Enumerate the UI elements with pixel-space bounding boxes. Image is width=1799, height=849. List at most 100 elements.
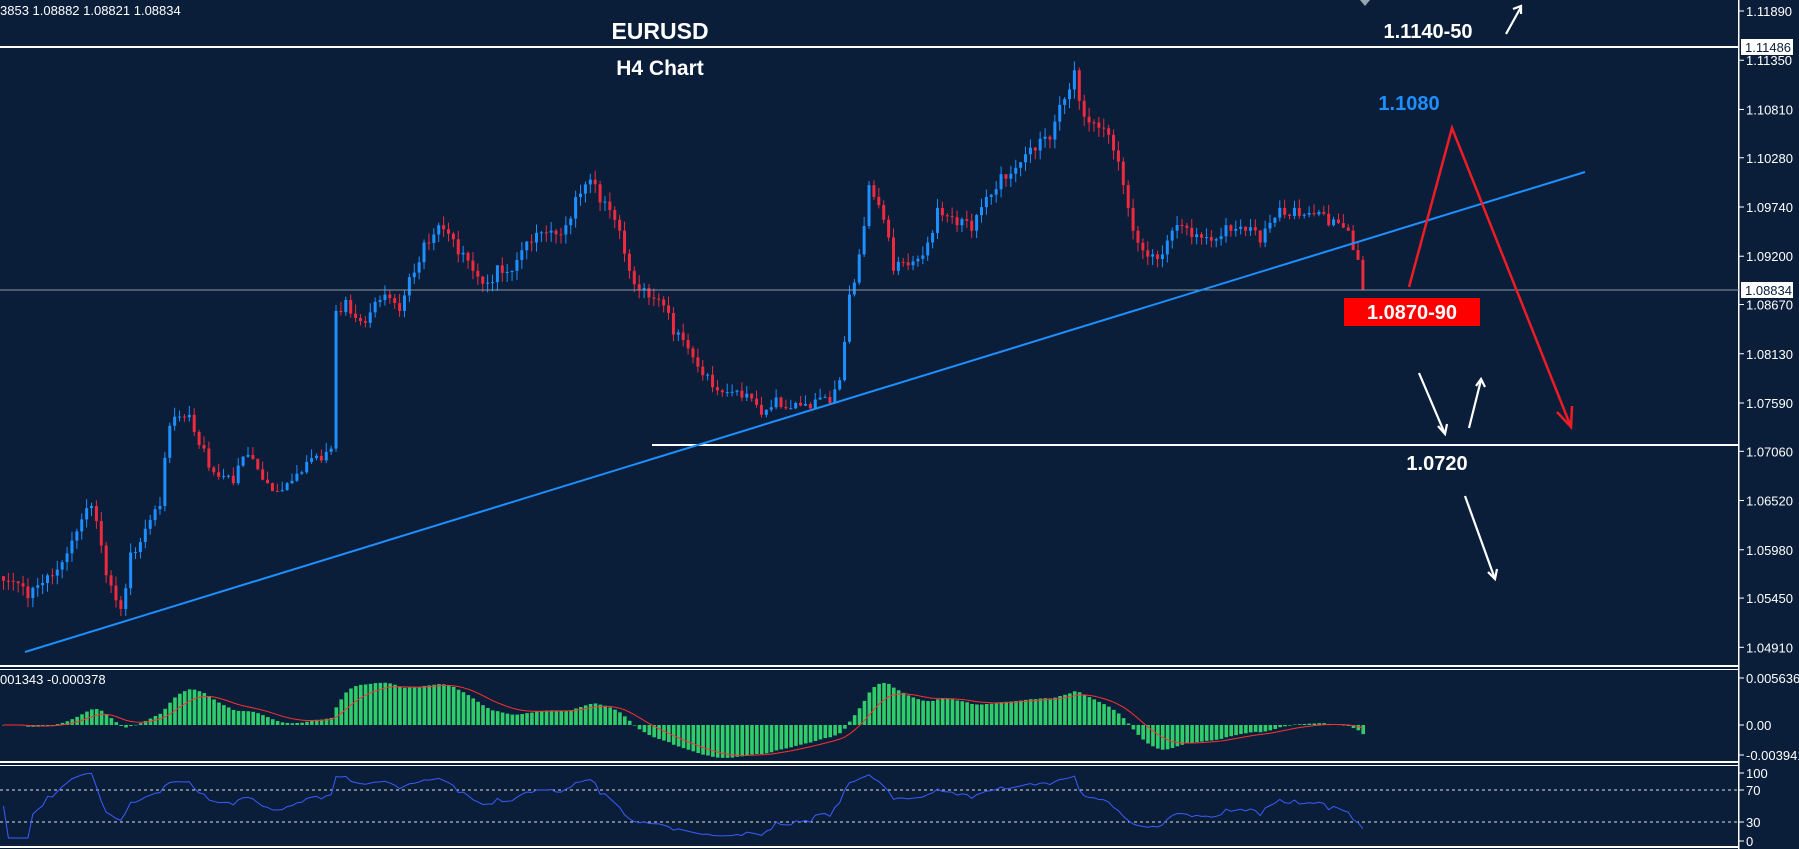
candle-body — [965, 219, 969, 221]
macd-bar — [310, 720, 314, 725]
macd-bar — [1180, 725, 1185, 745]
macd-tick-label: 0.005636 — [1746, 671, 1799, 686]
candle-body — [1273, 217, 1277, 223]
candle-body — [774, 397, 778, 408]
macd-bar — [1185, 725, 1189, 744]
candle-body — [1146, 250, 1150, 257]
macd-bar — [1283, 725, 1287, 727]
macd-bar — [779, 725, 784, 750]
rsi-tick-label: 70 — [1746, 783, 1760, 798]
candle-body — [984, 196, 988, 208]
candle-body — [256, 458, 260, 470]
macd-bar — [422, 685, 427, 725]
candle-body — [41, 582, 45, 586]
panel-divider — [0, 846, 1739, 848]
macd-bar — [1092, 699, 1097, 725]
candle-body — [1268, 222, 1272, 229]
candle-body — [510, 270, 514, 272]
trendline[interactable] — [24, 171, 1586, 653]
macd-bar — [1253, 725, 1258, 732]
candle-body — [896, 261, 900, 271]
candle-body — [544, 232, 548, 234]
macd-bar — [1346, 725, 1351, 727]
arrow-down-icon — [1463, 495, 1497, 580]
candle-body — [921, 255, 925, 259]
candle-body — [906, 262, 910, 266]
macd-bar — [90, 709, 94, 725]
candle-body — [1263, 228, 1267, 243]
macd-bar — [627, 720, 632, 725]
candle-body — [295, 473, 299, 481]
candle-body — [1253, 227, 1257, 231]
candle-body — [1019, 162, 1023, 168]
candle-body — [1077, 70, 1081, 101]
candles — [2, 61, 1365, 617]
candle-body — [363, 321, 367, 323]
macd-bar — [623, 716, 627, 725]
macd-bar — [887, 683, 891, 725]
candle-body — [314, 455, 318, 459]
candle-body — [246, 454, 250, 457]
macd-bar — [1297, 724, 1302, 725]
macd-bar — [1195, 725, 1199, 743]
macd-bar — [285, 722, 290, 725]
macd-bar — [1121, 718, 1126, 725]
macd-bar — [750, 725, 754, 755]
candle-body — [1058, 104, 1062, 122]
candle-body — [525, 241, 529, 251]
candle-body — [1219, 236, 1223, 240]
candle-body — [1024, 154, 1028, 163]
macd-bar — [745, 725, 749, 756]
macd-bar — [784, 725, 788, 749]
candle-body — [476, 270, 480, 277]
macd-bar — [921, 700, 925, 725]
candle-body — [1009, 173, 1013, 179]
last-price-box — [1741, 282, 1793, 298]
arrow-up-icon — [1512, 4, 1523, 14]
candle-body — [583, 184, 587, 194]
macd-bar — [1033, 699, 1038, 725]
macd-bar — [569, 710, 573, 725]
candle-body — [153, 509, 157, 521]
macd-tick-label: -0.003941 — [1746, 748, 1799, 763]
candle-body — [1204, 237, 1208, 239]
macd-bar — [603, 705, 608, 725]
candle-body — [1087, 116, 1091, 123]
macd-bar — [1244, 725, 1248, 734]
macd-bar — [1302, 723, 1307, 725]
candle-body — [1131, 207, 1135, 231]
macd-bar — [579, 706, 583, 725]
macd-bar — [945, 698, 950, 725]
macd-bar — [104, 714, 109, 725]
macd-bar — [857, 708, 862, 725]
macd-bar — [275, 720, 280, 725]
candle-body — [1327, 213, 1331, 226]
candle-body — [691, 348, 695, 358]
candle-body — [1288, 214, 1292, 216]
macd-bar — [226, 707, 231, 725]
macd-bar — [803, 725, 808, 744]
macd-bar — [124, 725, 128, 728]
macd-bar — [398, 686, 402, 725]
candle-body — [745, 393, 749, 398]
candle-body — [945, 215, 949, 217]
macd-bar — [334, 707, 339, 725]
candle-body — [275, 491, 279, 493]
candle-body — [143, 528, 147, 543]
candle-body — [442, 225, 446, 230]
candle-body — [623, 230, 627, 254]
candle-body — [603, 201, 607, 203]
candle-body — [867, 185, 871, 227]
macd-bar — [1024, 699, 1028, 725]
arrow-down-icon — [1556, 405, 1574, 431]
candle-body — [466, 252, 470, 261]
macd-bar — [994, 703, 999, 725]
macd-bar — [535, 711, 539, 725]
candle-body — [686, 339, 690, 349]
candle-body — [588, 179, 592, 185]
candle-body — [349, 299, 353, 314]
candle-body — [226, 475, 230, 477]
resistance-zone-label: 1.0870-90 — [1367, 302, 1457, 324]
macd-bar — [632, 725, 637, 726]
